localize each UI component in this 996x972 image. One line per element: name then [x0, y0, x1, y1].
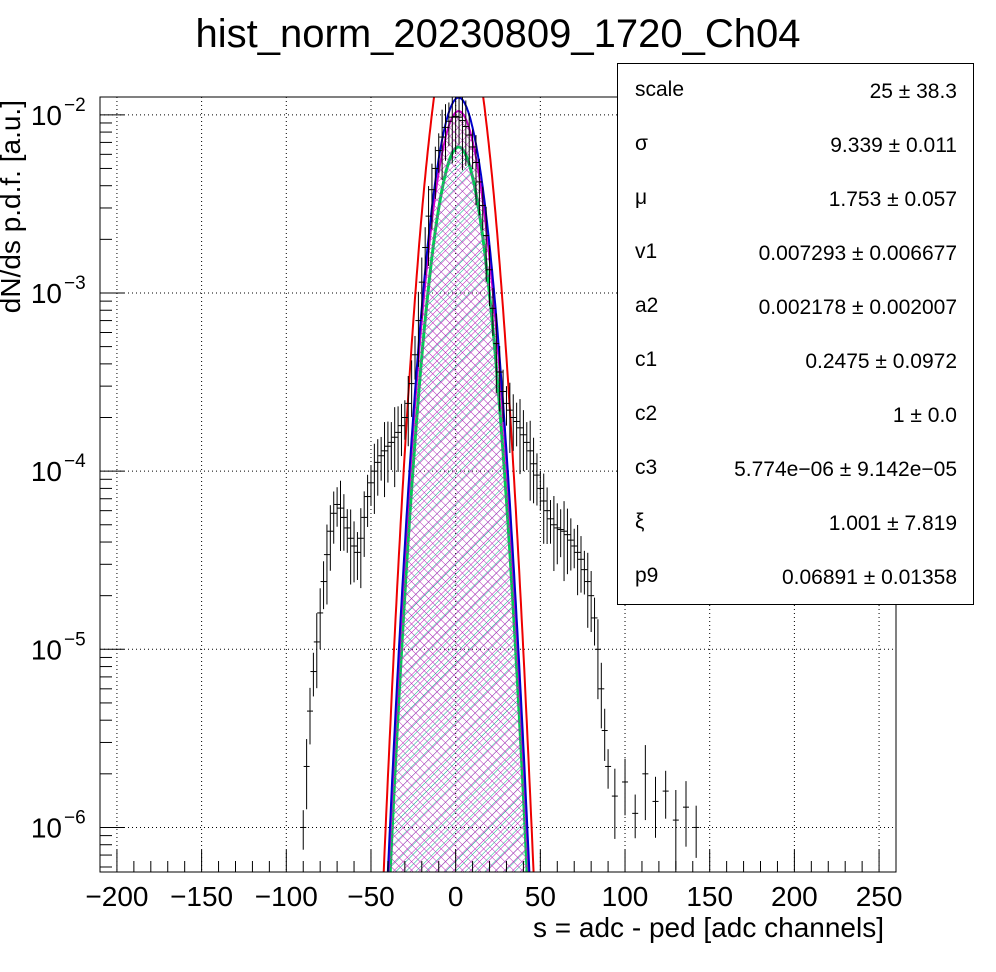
y-tick-labels: 10−210−310−410−510−6: [31, 95, 86, 844]
stats-row: a2 0.002178 ± 0.002007: [618, 280, 973, 334]
y-tick-label: 10: [31, 456, 62, 487]
stats-row: μ 1.753 ± 0.057: [618, 172, 973, 226]
y-tick-exponent: −5: [64, 629, 86, 650]
stats-row: v1 0.007293 ± 0.006677: [618, 226, 973, 280]
stats-param-value: 1.001 ± 7.819: [828, 512, 957, 535]
stats-row: c3 5.774e−06 ± 9.142e−05: [618, 442, 973, 496]
axis-ticks: [99, 114, 897, 872]
stats-param-value: 5.774e−06 ± 9.142e−05: [734, 458, 957, 481]
x-tick-label: 200: [771, 881, 818, 912]
y-tick-exponent: −6: [64, 807, 86, 828]
y-tick-label: 10: [31, 812, 62, 843]
stats-param-value: 9.339 ± 0.011: [830, 134, 957, 157]
stats-param-value: 1.753 ± 0.057: [828, 188, 957, 211]
stats-row: p9 0.06891 ± 0.01358: [618, 550, 973, 604]
y-tick-label: 10: [31, 634, 62, 665]
x-tick-label: 250: [856, 881, 903, 912]
stats-param-value: 0.06891 ± 0.01358: [781, 566, 957, 589]
x-tick-label: 50: [525, 881, 556, 912]
stats-row: ξ 1.001 ± 7.819: [618, 496, 973, 550]
y-tick-exponent: −2: [64, 95, 86, 116]
x-tick-label: −50: [347, 881, 395, 912]
stats-param-name: c1: [635, 348, 658, 371]
x-tick-label: 0: [448, 881, 464, 912]
stats-param-name: ξ: [635, 510, 645, 533]
x-tick-labels: −200 −150 −100 −50 0 50 100 150 200 250: [85, 881, 902, 912]
x-axis-label: s = adc - ped [adc channels]: [533, 912, 884, 943]
x-tick-label: 100: [602, 881, 649, 912]
y-tick-label: 10: [31, 278, 62, 309]
stats-param-name: σ: [635, 132, 648, 155]
x-tick-label: −150: [170, 881, 233, 912]
stats-row: c2 1 ± 0.0: [618, 388, 973, 442]
stats-param-value: 0.002178 ± 0.002007: [758, 296, 957, 319]
stats-param-value: 0.007293 ± 0.006677: [758, 242, 957, 265]
x-tick-label: −100: [255, 881, 318, 912]
stats-row: σ 9.339 ± 0.011: [618, 118, 973, 172]
stats-row: scale 25 ± 38.3: [618, 64, 973, 118]
y-tick-exponent: −4: [64, 451, 86, 472]
stats-param-value: 1 ± 0.0: [892, 404, 957, 427]
stats-param-name: scale: [635, 78, 685, 101]
stats-param-value: 25 ± 38.3: [869, 80, 957, 103]
x-tick-label: 150: [686, 881, 733, 912]
x-tick-label: −200: [85, 881, 148, 912]
stats-param-name: p9: [635, 564, 659, 587]
grid-lines: [100, 97, 896, 872]
stats-param-name: c2: [635, 402, 658, 425]
y-tick-label: 10: [31, 100, 62, 131]
chart-title: hist_norm_20230809_1720_Ch04: [196, 12, 801, 56]
stats-param-value: 0.2475 ± 0.0972: [805, 350, 957, 373]
stats-param-name: v1: [635, 240, 658, 263]
plot-area: [300, 97, 700, 872]
y-tick-exponent: −3: [64, 273, 86, 294]
fit-stats-box: scale 25 ± 38.3 σ 9.339 ± 0.011 μ 1.753 ± 0.0…: [617, 63, 974, 605]
y-axis-label: dN/ds p.d.f. [a.u.]: [0, 100, 26, 313]
stats-param-name: a2: [635, 294, 659, 317]
stats-param-name: c3: [635, 456, 658, 479]
stats-param-name: μ: [635, 186, 648, 209]
stats-row: c1 0.2475 ± 0.0972: [618, 334, 973, 388]
